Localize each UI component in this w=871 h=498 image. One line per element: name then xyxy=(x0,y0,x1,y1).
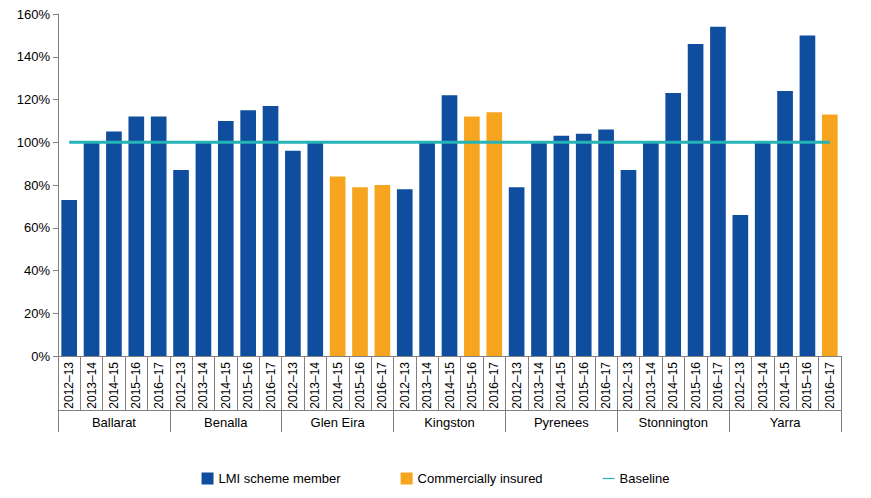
svg-text:2015–16: 2015–16 xyxy=(241,362,255,409)
svg-text:2012–13: 2012–13 xyxy=(510,362,524,409)
svg-text:20%: 20% xyxy=(24,306,50,321)
svg-text:2012–13: 2012–13 xyxy=(62,362,76,409)
svg-text:160%: 160% xyxy=(17,7,51,22)
svg-text:140%: 140% xyxy=(17,49,51,64)
svg-text:2016–17: 2016–17 xyxy=(823,362,837,409)
svg-text:2012–13: 2012–13 xyxy=(733,362,747,409)
svg-text:Stonnington: Stonnington xyxy=(639,415,708,430)
svg-text:2015–16: 2015–16 xyxy=(689,362,703,409)
svg-text:2013–14: 2013–14 xyxy=(308,362,322,409)
svg-text:100%: 100% xyxy=(17,135,51,150)
svg-text:2016–17: 2016–17 xyxy=(152,362,166,409)
svg-text:2012–13: 2012–13 xyxy=(174,362,188,409)
svg-text:2015–16: 2015–16 xyxy=(800,362,814,409)
svg-text:2013–14: 2013–14 xyxy=(644,362,658,409)
svg-text:0%: 0% xyxy=(31,349,50,364)
svg-text:2014–15: 2014–15 xyxy=(331,362,345,409)
svg-text:2012–13: 2012–13 xyxy=(398,362,412,409)
svg-text:2016–17: 2016–17 xyxy=(711,362,725,409)
svg-text:Yarra: Yarra xyxy=(770,415,802,430)
svg-text:2014–15: 2014–15 xyxy=(219,362,233,409)
svg-text:2013–14: 2013–14 xyxy=(756,362,770,409)
svg-text:2016–17: 2016–17 xyxy=(487,362,501,409)
svg-text:Ballarat: Ballarat xyxy=(92,415,136,430)
svg-text:2014–15: 2014–15 xyxy=(554,362,568,409)
svg-text:40%: 40% xyxy=(24,263,50,278)
svg-text:Kingston: Kingston xyxy=(424,415,475,430)
svg-text:Pyrenees: Pyrenees xyxy=(534,415,589,430)
svg-text:LMI scheme member: LMI scheme member xyxy=(219,471,342,486)
svg-text:2014–15: 2014–15 xyxy=(443,362,457,409)
svg-text:Benalla: Benalla xyxy=(204,415,248,430)
svg-text:2013–14: 2013–14 xyxy=(85,362,99,409)
svg-text:Glen Eira: Glen Eira xyxy=(311,415,366,430)
svg-text:2016–17: 2016–17 xyxy=(375,362,389,409)
svg-text:2013–14: 2013–14 xyxy=(196,362,210,409)
svg-text:60%: 60% xyxy=(24,220,50,235)
svg-text:2014–15: 2014–15 xyxy=(666,362,680,409)
svg-text:2015–16: 2015–16 xyxy=(465,362,479,409)
svg-text:2016–17: 2016–17 xyxy=(264,362,278,409)
svg-text:80%: 80% xyxy=(24,178,50,193)
svg-text:2012–13: 2012–13 xyxy=(621,362,635,409)
svg-text:2016–17: 2016–17 xyxy=(599,362,613,409)
svg-text:2013–14: 2013–14 xyxy=(420,362,434,409)
svg-text:2012–13: 2012–13 xyxy=(286,362,300,409)
svg-text:120%: 120% xyxy=(17,92,51,107)
svg-text:2015–16: 2015–16 xyxy=(129,362,143,409)
svg-text:Baseline: Baseline xyxy=(620,471,670,486)
svg-text:2015–16: 2015–16 xyxy=(353,362,367,409)
svg-text:2014–15: 2014–15 xyxy=(778,362,792,409)
svg-text:2015–16: 2015–16 xyxy=(577,362,591,409)
svg-text:Commercially insured: Commercially insured xyxy=(418,471,543,486)
svg-text:2013–14: 2013–14 xyxy=(532,362,546,409)
svg-text:2014–15: 2014–15 xyxy=(107,362,121,409)
